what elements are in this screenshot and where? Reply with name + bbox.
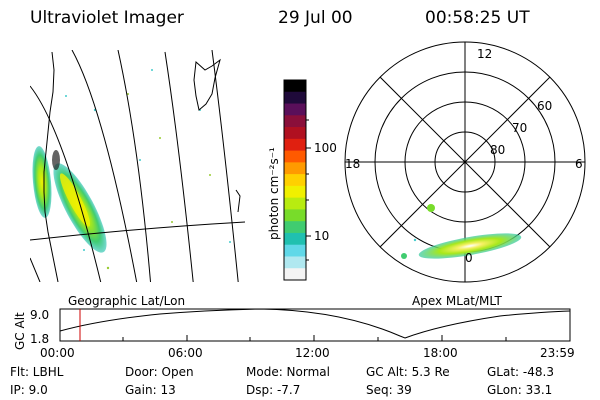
status-seq: Seq: 39 xyxy=(366,383,412,397)
colorbar-cell xyxy=(284,174,306,187)
status-glat: GLat: -48.3 xyxy=(487,365,554,379)
timeline-x-tick-0000: 00:00 xyxy=(40,346,75,360)
colorbar-cell xyxy=(284,221,306,234)
colorbar-cell xyxy=(284,268,306,281)
colorbar-units: photon cm⁻²s⁻¹ xyxy=(267,147,281,240)
lat-label-70: 70 xyxy=(512,121,527,135)
timeline-y-tick-max: 9.0 xyxy=(30,308,49,322)
status-glon: GLon: 33.1 xyxy=(487,383,553,397)
status-gain: Gain: 13 xyxy=(125,383,176,397)
lat-label-80: 80 xyxy=(490,143,505,157)
timeline-x-tick-1200: 12:00 xyxy=(295,346,330,360)
mlt-label-0: 0 xyxy=(465,251,473,265)
colorbar-tick-10: 10 xyxy=(314,229,329,243)
altitude-timeline xyxy=(59,308,571,342)
colorbar-cell xyxy=(284,115,306,128)
date-label: 29 Jul 00 xyxy=(278,8,353,28)
status-filter: Flt: LBHL xyxy=(10,365,64,379)
timeline-x-tick-2359: 23:59 xyxy=(540,346,575,360)
colorbar-cell xyxy=(284,162,306,175)
colorbar-tick-100: 100 xyxy=(314,141,337,155)
colorbar-cell xyxy=(284,232,306,246)
aurora-emission-map xyxy=(32,69,231,270)
colorbar-cell xyxy=(284,209,306,222)
panel-label-apex: Apex MLat/MLT xyxy=(412,294,502,308)
colorbar-cell xyxy=(284,91,306,105)
colorbar-cell xyxy=(284,150,306,163)
timeline-y-axis-label: GC Alt xyxy=(13,312,27,350)
colorbar-cell xyxy=(284,244,306,257)
colorbar-cell xyxy=(284,256,306,269)
instrument-title: Ultraviolet Imager xyxy=(30,8,184,28)
colorbar: 100 10 photon cm⁻²s⁻¹ xyxy=(267,79,337,281)
timeline-y-tick-min: 1.8 xyxy=(30,332,49,346)
lat-label-60: 60 xyxy=(537,99,552,113)
timeline-x-tick-1800: 18:00 xyxy=(423,346,458,360)
mlt-label-6: 6 xyxy=(575,157,583,171)
status-dsp: Dsp: -7.7 xyxy=(246,383,301,397)
coastline xyxy=(43,51,59,282)
time-label: 00:58:25 UT xyxy=(425,8,530,28)
status-mode: Mode: Normal xyxy=(246,365,330,379)
status-ip: IP: 9.0 xyxy=(10,383,48,397)
mlt-label-18: 18 xyxy=(345,157,360,171)
map-grid xyxy=(30,50,245,282)
polar-aurora xyxy=(401,204,522,259)
mlt-label-12: 12 xyxy=(477,47,492,61)
colorbar-cell xyxy=(284,138,306,152)
colorbar-cell xyxy=(284,185,306,199)
colorbar-cell xyxy=(284,127,306,140)
status-gc-alt: GC Alt: 5.3 Re xyxy=(366,365,450,379)
colorbar-cell xyxy=(284,103,306,116)
timeline-x-tick-0600: 06:00 xyxy=(168,346,203,360)
colorbar-cell xyxy=(284,197,306,210)
geographic-map xyxy=(30,50,245,282)
colorbar-cell xyxy=(284,80,306,93)
panel-label-geographic: Geographic Lat/Lon xyxy=(68,294,185,308)
status-door: Door: Open xyxy=(125,365,194,379)
